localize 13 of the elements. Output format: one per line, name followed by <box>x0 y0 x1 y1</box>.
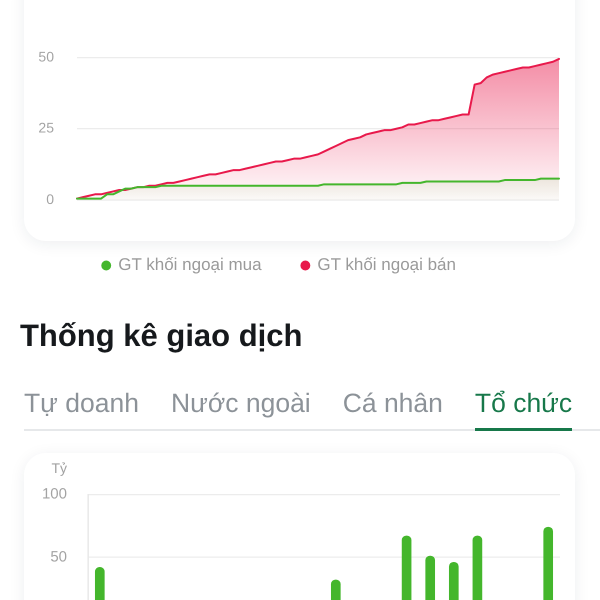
y-tick-label: 100 <box>42 486 67 503</box>
text: Cá nhân <box>342 387 443 420</box>
y-tick-label: 25 <box>38 120 54 136</box>
text: Tự doanh <box>24 387 139 420</box>
y-tick-label: 50 <box>38 48 54 64</box>
text: Tổ chức <box>474 387 572 431</box>
y-tick-label: 0 <box>46 190 54 207</box>
chart-title: Thống kê giao dịch <box>20 318 302 354</box>
y-axis-title: Tỷ <box>51 460 67 476</box>
legend-label: GT khối ngoại mua <box>118 255 262 274</box>
y-tick-label: 50 <box>50 548 67 566</box>
text: Nước ngoài <box>170 387 311 420</box>
legend-label: GT khối ngoại bán <box>317 255 456 274</box>
